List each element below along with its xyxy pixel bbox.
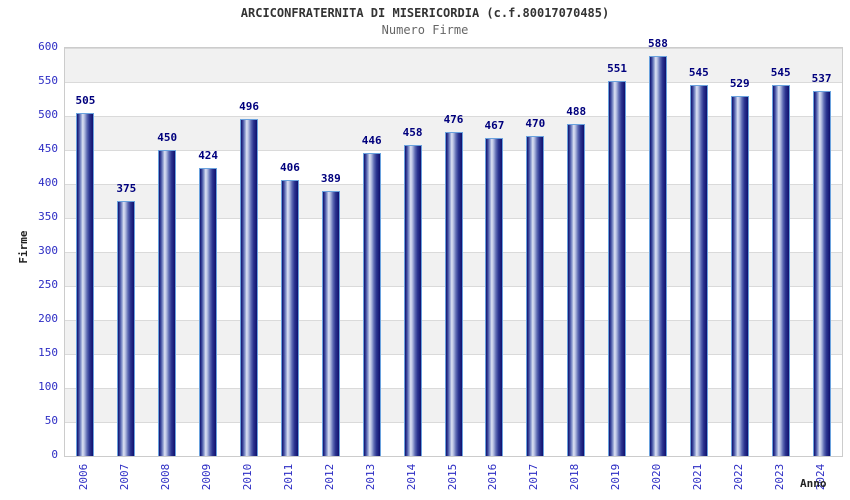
bar-value-label: 450 [157, 131, 178, 144]
y-tick-label: 250 [38, 278, 58, 291]
bar-value-label: 446 [361, 133, 382, 147]
bar-2020 [648, 56, 667, 456]
x-tick-label: 2008 [159, 463, 173, 491]
bar-2014 [403, 144, 422, 456]
x-tick-label: 2017 [527, 463, 541, 491]
bar-2018 [567, 124, 586, 456]
bar-2013 [362, 152, 381, 456]
y-tick-label: 450 [38, 142, 58, 155]
y-axis-title: Firme [17, 230, 30, 264]
bar-value-label: 458 [402, 125, 423, 139]
plot-area: 505 375 450 424 496 406 389 446 458 476 467 470 488 5… [64, 37, 843, 457]
x-tick-label: 2007 [118, 463, 132, 491]
x-tick-label: 2015 [445, 463, 459, 491]
bar-value-label: 537 [811, 71, 832, 85]
bar-2010 [240, 118, 259, 456]
bar-value-label: 545 [688, 66, 709, 80]
y-tick-label: 100 [38, 380, 58, 393]
x-tick-label: 2011 [281, 463, 295, 491]
bar-value-label: 496 [239, 99, 259, 113]
x-tick-label: 2016 [486, 463, 500, 491]
y-tick-label: 50 [44, 414, 58, 427]
bar-value-label: 529 [729, 77, 750, 91]
x-tick-label: 2006 [77, 463, 91, 491]
bar-2021 [689, 85, 708, 456]
bar-value-label: 476 [443, 113, 464, 127]
x-tick-label: 2013 [363, 463, 377, 491]
x-tick-label: 2024 [813, 463, 827, 491]
bar-2012 [321, 191, 340, 456]
bar-value-label: 551 [607, 62, 628, 76]
x-tick-label: 2018 [568, 463, 582, 491]
bar-2017 [526, 136, 545, 456]
x-tick-label: 2014 [404, 463, 418, 491]
y-tick-label: 400 [38, 176, 58, 189]
x-tick-label: 2009 [200, 463, 214, 491]
x-tick-label: 2019 [609, 463, 623, 491]
bar-value-label: 375 [116, 182, 137, 195]
y-tick-label: 500 [38, 108, 58, 121]
bar-2007 [117, 201, 136, 456]
x-tick-label: 2022 [731, 463, 745, 491]
chart-title: ARCICONFRATERNITA DI MISERICORDIA (c.f.8… [240, 6, 610, 20]
x-tick-label: 2023 [772, 463, 786, 491]
bar-2023 [771, 85, 790, 456]
x-tick-label: 2020 [649, 463, 663, 491]
bar-value-label: 424 [198, 148, 219, 162]
y-tick-label: 150 [38, 346, 58, 359]
bar-2016 [485, 138, 504, 456]
bar-value-label: 588 [648, 37, 668, 51]
bar-2009 [199, 167, 218, 456]
bar-2015 [444, 132, 463, 456]
bar-value-label: 389 [320, 172, 341, 186]
x-tick-label: 2021 [690, 463, 704, 491]
bar-2006 [76, 112, 95, 456]
y-tick-label: 300 [38, 244, 58, 257]
bar-value-label: 488 [566, 105, 587, 119]
chart-subtitle: Numero Firme [381, 23, 469, 37]
y-tick-label: 200 [38, 312, 58, 325]
y-tick-label: 550 [38, 74, 58, 87]
y-tick-label: 0 [51, 448, 58, 461]
x-tick-label: 2012 [322, 463, 336, 491]
y-tick-label: 350 [38, 210, 58, 223]
bar-2022 [730, 96, 749, 456]
bar-2011 [280, 179, 299, 456]
x-tick-label: 2010 [241, 463, 255, 491]
y-tick-label: 600 [38, 40, 58, 53]
bar-value-label: 470 [525, 117, 546, 131]
bar-value-label: 467 [484, 119, 505, 133]
bar-2024 [812, 90, 831, 456]
bar-value-label: 545 [770, 66, 791, 80]
bar-value-label: 505 [75, 93, 96, 107]
bar-value-label: 406 [279, 160, 300, 174]
x-axis-title: Anno [800, 477, 827, 490]
bar-2008 [158, 150, 177, 456]
bar-2019 [608, 81, 627, 456]
